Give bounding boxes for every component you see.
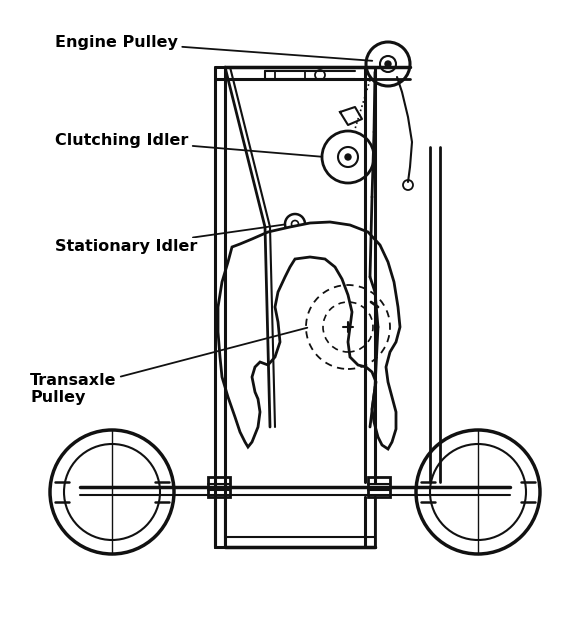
Text: Stationary Idler: Stationary Idler [55, 224, 285, 255]
Text: Clutching Idler: Clutching Idler [55, 132, 322, 157]
Circle shape [416, 430, 540, 554]
Text: Transaxle
Pulley: Transaxle Pulley [30, 327, 308, 405]
Circle shape [322, 131, 374, 183]
Bar [368, 477, 390, 497]
Circle shape [345, 154, 351, 160]
Circle shape [50, 430, 174, 554]
Polygon shape [218, 222, 400, 449]
Bar [208, 477, 230, 497]
Circle shape [315, 70, 325, 80]
Circle shape [403, 180, 413, 190]
Text: Engine Pulley: Engine Pulley [55, 34, 372, 61]
Circle shape [385, 61, 391, 67]
Polygon shape [340, 107, 362, 125]
Circle shape [285, 214, 305, 234]
Bar [275, 71, 305, 79]
